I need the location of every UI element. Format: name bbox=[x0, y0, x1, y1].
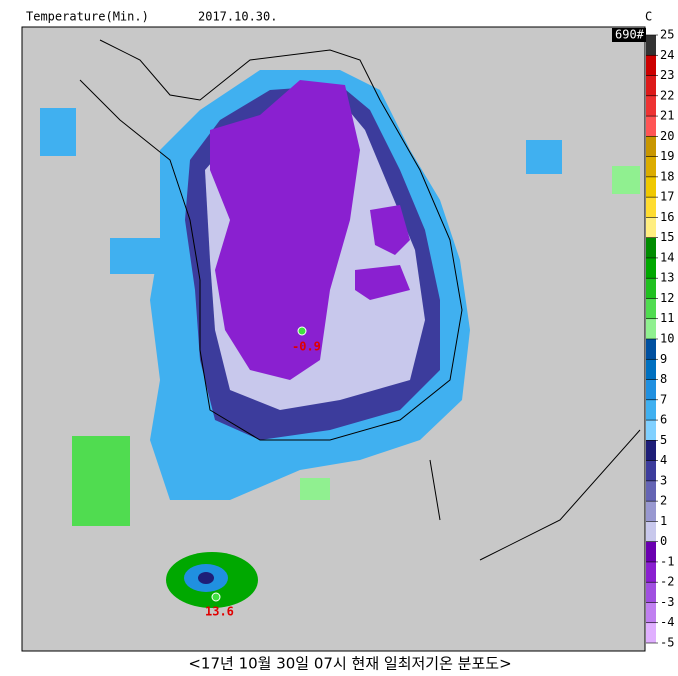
colorbar-label: 3 bbox=[660, 473, 667, 487]
colorbar-segment bbox=[646, 217, 656, 238]
colorbar-label: 1 bbox=[660, 514, 667, 528]
colorbar-segment bbox=[646, 399, 656, 421]
colorbar-label: 4 bbox=[660, 453, 667, 467]
map-title: Temperature(Min.) bbox=[26, 10, 149, 24]
colorbar-segment bbox=[646, 35, 656, 56]
colorbar-label: 14 bbox=[660, 250, 674, 264]
station-count: 690# bbox=[615, 28, 645, 42]
colorbar-label: 18 bbox=[660, 169, 674, 183]
colorbar-segment bbox=[646, 257, 656, 279]
colorbar-segment bbox=[646, 480, 656, 502]
colorbar-segment bbox=[646, 75, 656, 96]
colorbar-label: 20 bbox=[660, 129, 674, 143]
colorbar-label: 21 bbox=[660, 109, 674, 123]
annotation-label: 13.6 bbox=[205, 605, 234, 619]
colorbar-label: 11 bbox=[660, 311, 674, 325]
colorbar-label: 25 bbox=[660, 28, 674, 42]
colorbar-label: -5 bbox=[660, 636, 674, 650]
colorbar-segment bbox=[646, 156, 656, 177]
colorbar-label: 24 bbox=[660, 48, 674, 62]
station-marker bbox=[211, 592, 221, 602]
station-count-box bbox=[612, 28, 646, 42]
unit-label: C bbox=[645, 10, 652, 24]
colorbar-label: 22 bbox=[660, 88, 674, 102]
temperature-field bbox=[40, 70, 640, 608]
colorbar-label: -2 bbox=[660, 575, 674, 589]
colorbar-segment bbox=[646, 278, 656, 299]
colorbar-segment bbox=[646, 440, 656, 461]
colorbar-label: 15 bbox=[660, 230, 674, 244]
station-marker bbox=[297, 326, 307, 336]
colorbar-segment bbox=[646, 318, 656, 339]
map-date: 2017.10.30. bbox=[198, 10, 277, 24]
colorbar-label: 19 bbox=[660, 149, 674, 163]
colorbar-segment bbox=[646, 622, 656, 643]
colorbar-label: 23 bbox=[660, 68, 674, 82]
colorbar-segment bbox=[646, 116, 656, 137]
colorbar-label: 13 bbox=[660, 271, 674, 285]
colorbar-segment bbox=[646, 176, 656, 198]
colorbar-label: 5 bbox=[660, 433, 667, 447]
colorbar-label: 17 bbox=[660, 190, 674, 204]
annotation-label: -0.9 bbox=[292, 340, 321, 354]
colorbar-segment bbox=[646, 460, 656, 481]
colorbar-segment bbox=[646, 197, 656, 218]
colorbar-segment bbox=[646, 136, 656, 157]
caption: <17년 10월 30일 07시 현재 일최저기온 분포도> bbox=[188, 655, 511, 673]
colorbar-label: -1 bbox=[660, 554, 674, 568]
colorbar-label: 12 bbox=[660, 291, 674, 305]
colorbar-label: 9 bbox=[660, 352, 667, 366]
colorbar-segment bbox=[646, 602, 656, 623]
colorbar-label: 2 bbox=[660, 494, 667, 508]
colorbar-label: 8 bbox=[660, 372, 667, 386]
coastline bbox=[79, 39, 641, 561]
colorbar-label: 16 bbox=[660, 210, 674, 224]
colorbar-segment bbox=[646, 298, 656, 319]
colorbar-segment bbox=[646, 339, 656, 360]
colorbar-label: 10 bbox=[660, 332, 674, 346]
colorbar-segment bbox=[646, 501, 656, 522]
colorbar-segment bbox=[646, 561, 656, 583]
colorbar-segment bbox=[646, 359, 656, 380]
colorbar-segment bbox=[646, 237, 656, 258]
colorbar-label: -3 bbox=[660, 595, 674, 609]
colorbar-label: 0 bbox=[660, 534, 667, 548]
colorbar-label: 6 bbox=[660, 413, 667, 427]
colorbar-segment bbox=[646, 582, 656, 603]
colorbar-label: -4 bbox=[660, 615, 674, 629]
colorbar-segment bbox=[646, 420, 656, 441]
colorbar-segment bbox=[646, 521, 656, 542]
colorbar-segment bbox=[646, 95, 656, 117]
colorbar-segment bbox=[646, 541, 656, 562]
colorbar-label: 7 bbox=[660, 392, 667, 406]
colorbar-segment bbox=[646, 379, 656, 400]
colorbar-segment bbox=[646, 55, 656, 76]
